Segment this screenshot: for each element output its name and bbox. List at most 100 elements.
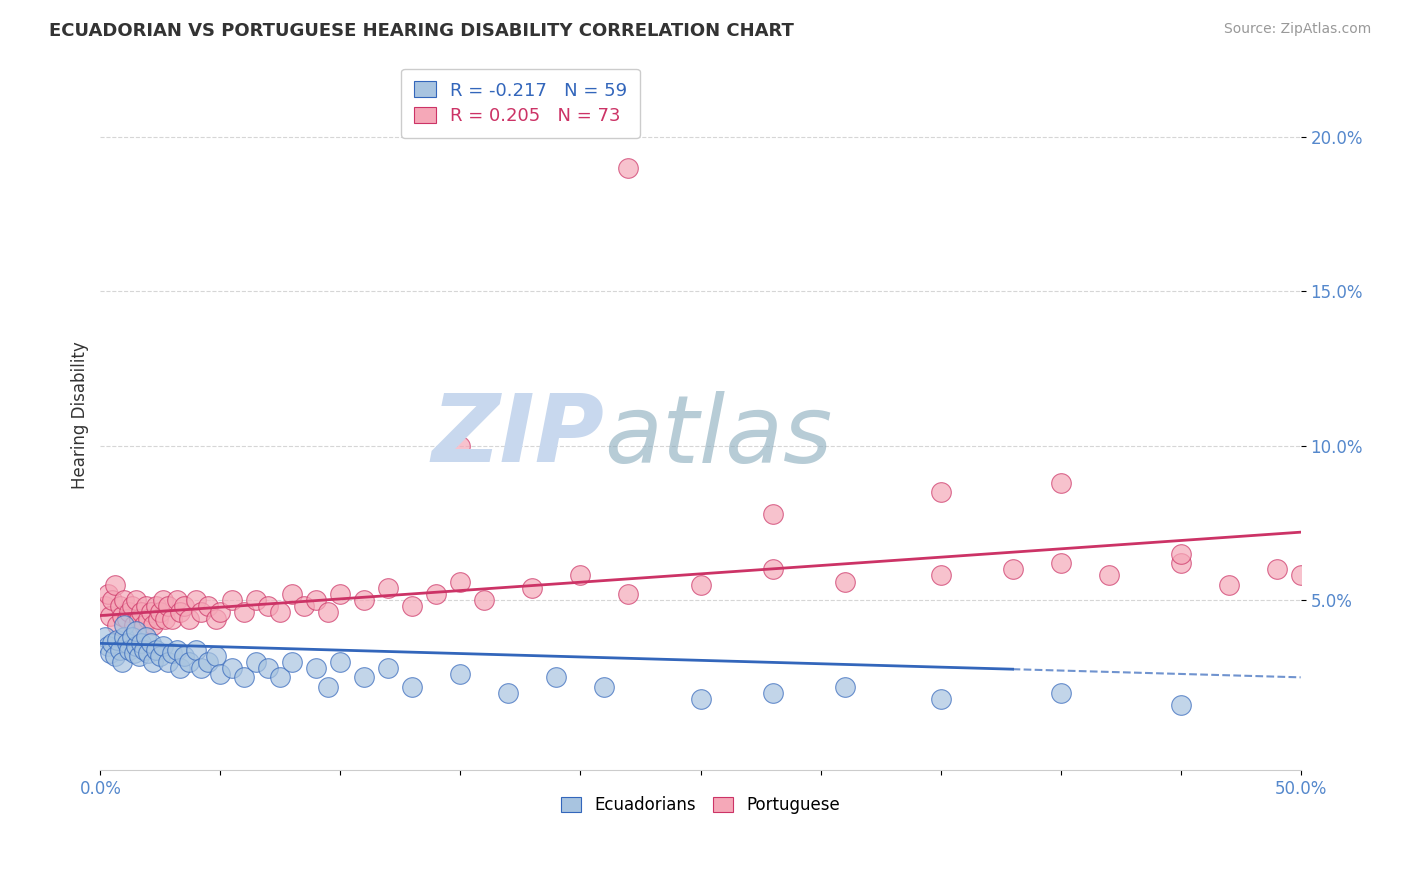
- Point: [1265, 562, 1288, 576]
- Point: [401, 599, 423, 614]
- Point: [761, 507, 783, 521]
- Point: [190, 606, 212, 620]
- Point: [94, 599, 117, 614]
- Point: [257, 599, 280, 614]
- Point: [105, 633, 128, 648]
- Point: [186, 642, 208, 657]
- Point: [121, 630, 143, 644]
- Point: [269, 670, 291, 684]
- Text: Source: ZipAtlas.com: Source: ZipAtlas.com: [1223, 22, 1371, 37]
- Point: [122, 617, 145, 632]
- Point: [105, 617, 128, 632]
- Point: [377, 581, 399, 595]
- Point: [498, 686, 520, 700]
- Point: [101, 593, 124, 607]
- Point: [318, 680, 340, 694]
- Point: [401, 680, 423, 694]
- Point: [118, 642, 141, 657]
- Point: [233, 606, 256, 620]
- Point: [128, 612, 150, 626]
- Text: atlas: atlas: [605, 391, 832, 482]
- Point: [104, 577, 127, 591]
- Point: [294, 599, 316, 614]
- Point: [761, 562, 783, 576]
- Point: [204, 648, 226, 663]
- Point: [569, 568, 592, 582]
- Text: ECUADORIAN VS PORTUGUESE HEARING DISABILITY CORRELATION CHART: ECUADORIAN VS PORTUGUESE HEARING DISABIL…: [49, 22, 794, 40]
- Point: [449, 574, 471, 589]
- Point: [135, 599, 157, 614]
- Point: [169, 606, 191, 620]
- Point: [173, 599, 195, 614]
- Point: [1218, 577, 1240, 591]
- Point: [449, 667, 471, 681]
- Point: [318, 606, 340, 620]
- Point: [122, 646, 145, 660]
- Point: [761, 686, 783, 700]
- Point: [834, 680, 856, 694]
- Point: [186, 593, 208, 607]
- Point: [593, 680, 616, 694]
- Point: [146, 612, 169, 626]
- Point: [169, 661, 191, 675]
- Point: [153, 612, 176, 626]
- Point: [1289, 568, 1312, 582]
- Point: [125, 624, 148, 638]
- Point: [1170, 698, 1192, 713]
- Point: [929, 485, 952, 500]
- Point: [111, 655, 134, 669]
- Point: [125, 640, 148, 654]
- Point: [1170, 547, 1192, 561]
- Point: [112, 593, 135, 607]
- Point: [353, 593, 375, 607]
- Point: [142, 617, 165, 632]
- Text: ZIP: ZIP: [432, 390, 605, 482]
- Point: [305, 661, 328, 675]
- Point: [209, 606, 232, 620]
- Point: [221, 661, 243, 675]
- Point: [179, 655, 201, 669]
- Point: [129, 606, 152, 620]
- Point: [1049, 556, 1071, 570]
- Point: [173, 648, 195, 663]
- Point: [138, 646, 160, 660]
- Point: [118, 606, 141, 620]
- Point: [96, 587, 118, 601]
- Point: [1049, 475, 1071, 490]
- Point: [121, 599, 143, 614]
- Point: [197, 599, 219, 614]
- Point: [152, 640, 174, 654]
- Point: [162, 646, 184, 660]
- Point: [152, 593, 174, 607]
- Point: [104, 648, 127, 663]
- Point: [377, 661, 399, 675]
- Point: [129, 636, 152, 650]
- Point: [112, 630, 135, 644]
- Point: [132, 642, 155, 657]
- Point: [111, 608, 134, 623]
- Point: [132, 617, 155, 632]
- Point: [108, 599, 131, 614]
- Point: [245, 655, 267, 669]
- Point: [617, 161, 640, 175]
- Legend: Ecuadorians, Portuguese: Ecuadorians, Portuguese: [550, 784, 852, 826]
- Point: [929, 568, 952, 582]
- Point: [617, 587, 640, 601]
- Point: [135, 630, 157, 644]
- Point: [98, 608, 121, 623]
- Point: [142, 655, 165, 669]
- Point: [689, 692, 711, 706]
- Point: [98, 646, 121, 660]
- Point: [257, 661, 280, 675]
- Point: [204, 612, 226, 626]
- Point: [156, 655, 179, 669]
- Point: [149, 648, 172, 663]
- Point: [179, 612, 201, 626]
- Point: [209, 667, 232, 681]
- Point: [197, 655, 219, 669]
- Point: [449, 439, 471, 453]
- Point: [834, 574, 856, 589]
- Point: [329, 587, 352, 601]
- Point: [221, 593, 243, 607]
- Point: [101, 636, 124, 650]
